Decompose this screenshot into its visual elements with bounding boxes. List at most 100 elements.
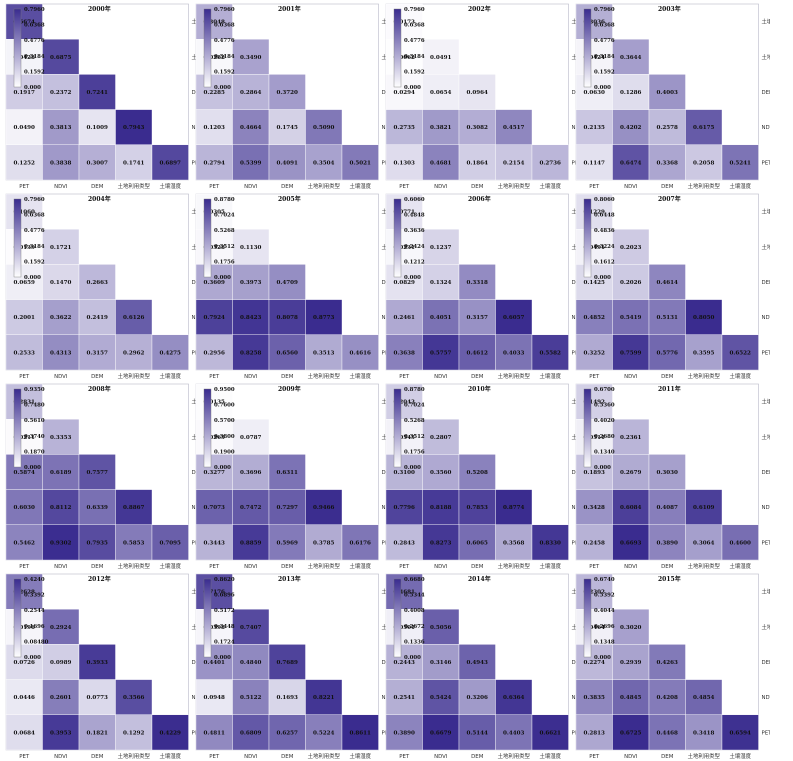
- cell-value-label: 0.2274: [584, 660, 606, 666]
- panel-title: 2007年: [658, 195, 681, 203]
- colorbar-tick-label: 0.5700: [214, 418, 235, 424]
- heat-cell: [268, 144, 306, 181]
- cell-value-label: 0.7297: [277, 505, 299, 511]
- colorbar: [393, 8, 402, 88]
- heat-cell: [721, 334, 759, 371]
- heat-cell: [42, 144, 80, 181]
- cell-value-label: 0.0948: [204, 695, 226, 701]
- cell-value-label: 0.2058: [693, 160, 715, 166]
- cell-value-label: 0.1893: [584, 470, 606, 476]
- x-tick-label: DEM: [281, 374, 294, 380]
- x-tick-label: 土地利用类型: [308, 752, 341, 760]
- colorbar: [203, 388, 212, 468]
- cell-value-label: 0.8423: [240, 315, 262, 321]
- cell-value-label: 0.0511: [584, 435, 606, 441]
- x-tick-label: 土地利用类型: [498, 562, 531, 570]
- heatmap-panel: 0.0135 0.0265 0.0787 0.3277 0.3696 0.6311 0.70…: [194, 382, 390, 571]
- cell-value-label: 0.1292: [123, 730, 145, 736]
- x-tick-label: DEM: [91, 374, 104, 380]
- cell-value-label: 0.2939: [620, 660, 642, 666]
- cell-value-label: 0.1470: [50, 280, 72, 286]
- colorbar-tick-label: 0.3392: [24, 593, 45, 599]
- colorbar-tick-label: 0.1592: [24, 259, 45, 265]
- cell-value-label: 0.2135: [584, 125, 606, 131]
- cell-value-label: 0.2461: [394, 315, 416, 321]
- cell-value-label: 0.5131: [657, 315, 679, 321]
- cell-value-label: 0.5462: [14, 540, 36, 546]
- heat-cell: [232, 229, 270, 265]
- heat-cell: [151, 144, 189, 181]
- y-tick-label: DEM: [762, 90, 771, 96]
- colorbar-tick-label: 0.4836: [594, 228, 615, 234]
- heat-cell: [268, 714, 306, 751]
- y-tick-label: NDVI: [762, 695, 771, 701]
- heat-cell: [575, 679, 613, 715]
- heatmap-svg: 0.1492 0.0511 0.2361 0.1893 0.2679 0.3030 0.34…: [575, 383, 770, 570]
- heat-cell: [42, 419, 80, 455]
- x-tick-label: DEM: [661, 754, 674, 760]
- cell-value-label: 0.6560: [277, 350, 299, 356]
- cell-value-label: 0.4229: [160, 730, 182, 736]
- cell-value-label: 0.3443: [204, 540, 226, 546]
- cell-value-label: 0.2533: [14, 350, 36, 356]
- heat-cell: [5, 299, 43, 335]
- heatmap-panel: 0.2302 0.0464 0.3020 0.2274 0.2939 0.4263 0.38…: [574, 572, 770, 761]
- colorbar-tick-label: 0.7960: [24, 7, 45, 13]
- heat-cell: [685, 109, 723, 145]
- cell-value-label: 0.3609: [204, 280, 226, 286]
- cell-value-label: 0.9302: [50, 540, 72, 546]
- heat-cell: [648, 454, 686, 490]
- colorbar-tick-label: 0.1696: [24, 624, 45, 630]
- cell-value-label: 0.4033: [503, 350, 525, 356]
- cell-value-label: 0.6065: [467, 540, 489, 546]
- heat-cell: [575, 383, 613, 420]
- panel-title: 2001年: [278, 5, 301, 13]
- cell-value-label: 0.7407: [240, 625, 262, 631]
- cell-value-label: 0.8188: [430, 505, 452, 511]
- cell-value-label: 0.1203: [204, 125, 226, 131]
- heat-cell: [305, 679, 343, 715]
- cell-value-label: 0.5757: [430, 350, 452, 356]
- cell-value-label: 0.7689: [277, 660, 299, 666]
- heat-cell: [151, 714, 189, 751]
- x-tick-label: 土壤湿度: [159, 182, 181, 190]
- cell-value-label: 0.7472: [240, 505, 262, 511]
- panel-title: 2009年: [278, 385, 301, 393]
- cell-value-label: 0.2794: [204, 160, 226, 166]
- heat-cell: [495, 299, 533, 335]
- x-tick-label: NDVI: [244, 564, 258, 570]
- cell-value-label: 0.0545: [394, 435, 416, 441]
- heat-cell: [151, 524, 189, 561]
- heat-cell: [5, 489, 43, 525]
- x-tick-label: NDVI: [624, 754, 638, 760]
- cell-value-label: 0.0491: [430, 55, 452, 61]
- cell-value-label: 0.3036: [584, 20, 606, 26]
- colorbar-tick-label: 0.3184: [404, 54, 425, 60]
- cell-value-label: 0.4709: [277, 280, 299, 286]
- heatmap-svg: 0.0771 0.0231 0.1237 0.0829 0.1324 0.3318 0.24…: [385, 193, 580, 380]
- colorbar-tick-label: 0.4776: [24, 228, 45, 234]
- cell-value-label: 0.0490: [14, 125, 36, 131]
- x-tick-label: 土地利用类型: [118, 752, 151, 760]
- cell-value-label: 0.9466: [313, 505, 335, 511]
- cell-value-label: 0.6189: [50, 470, 72, 476]
- cell-value-label: 0.0211: [14, 435, 36, 441]
- heatmap-svg: 0.2628 0.0196 0.2924 0.0726 0.0989 0.3933 0.04…: [5, 573, 200, 760]
- heat-cell: [385, 144, 423, 181]
- x-tick-label: NDVI: [54, 564, 68, 570]
- colorbar-tick-label: 0.1212: [404, 259, 425, 265]
- cell-value-label: 0.1237: [430, 245, 452, 251]
- cell-value-label: 0.1060: [14, 210, 36, 216]
- heatmap-panel: 0.2831 0.0211 0.3353 0.5874 0.6189 0.7577 0.60…: [4, 382, 200, 571]
- cell-value-label: 0.2023: [620, 245, 642, 251]
- cell-value-label: 0.1917: [14, 90, 36, 96]
- cell-value-label: 0.4401: [204, 660, 226, 666]
- panel-title: 2011年: [658, 385, 681, 393]
- cell-value-label: 0.0231: [394, 245, 416, 251]
- colorbar-tick-label: 0.000: [24, 465, 41, 471]
- colorbar: [393, 198, 402, 278]
- cell-value-label: 0.0328: [204, 245, 226, 251]
- heat-cell: [78, 524, 116, 561]
- heat-cell: [195, 609, 233, 645]
- cell-value-label: 0.0282: [204, 55, 226, 61]
